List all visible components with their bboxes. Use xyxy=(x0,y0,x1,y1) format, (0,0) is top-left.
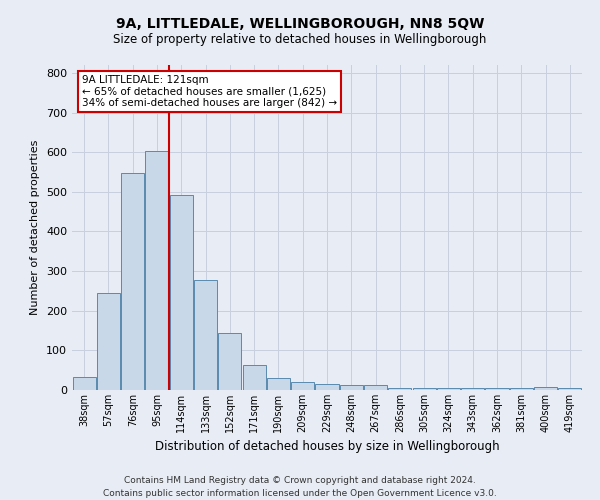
Bar xyxy=(559,388,581,390)
Bar xyxy=(534,387,557,390)
Bar xyxy=(364,385,387,390)
Bar xyxy=(461,388,484,390)
X-axis label: Distribution of detached houses by size in Wellingborough: Distribution of detached houses by size … xyxy=(155,440,499,454)
Bar xyxy=(73,378,95,390)
Text: Size of property relative to detached houses in Wellingborough: Size of property relative to detached ho… xyxy=(113,32,487,46)
Text: Contains public sector information licensed under the Open Government Licence v3: Contains public sector information licen… xyxy=(103,489,497,498)
Bar xyxy=(170,194,193,390)
Text: 9A, LITTLEDALE, WELLINGBOROUGH, NN8 5QW: 9A, LITTLEDALE, WELLINGBOROUGH, NN8 5QW xyxy=(116,18,484,32)
Text: Contains HM Land Registry data © Crown copyright and database right 2024.: Contains HM Land Registry data © Crown c… xyxy=(124,476,476,485)
Bar xyxy=(388,388,412,390)
Y-axis label: Number of detached properties: Number of detached properties xyxy=(31,140,40,315)
Bar xyxy=(316,384,338,390)
Bar xyxy=(485,388,509,390)
Bar xyxy=(194,280,217,390)
Bar xyxy=(121,173,144,390)
Bar xyxy=(340,385,363,390)
Bar xyxy=(291,382,314,390)
Bar xyxy=(97,293,120,390)
Text: 9A LITTLEDALE: 121sqm
← 65% of detached houses are smaller (1,625)
34% of semi-d: 9A LITTLEDALE: 121sqm ← 65% of detached … xyxy=(82,74,337,108)
Bar xyxy=(510,388,533,390)
Bar xyxy=(218,334,241,390)
Bar xyxy=(267,378,290,390)
Bar xyxy=(437,388,460,390)
Bar xyxy=(145,151,169,390)
Bar xyxy=(413,388,436,390)
Bar xyxy=(242,366,266,390)
